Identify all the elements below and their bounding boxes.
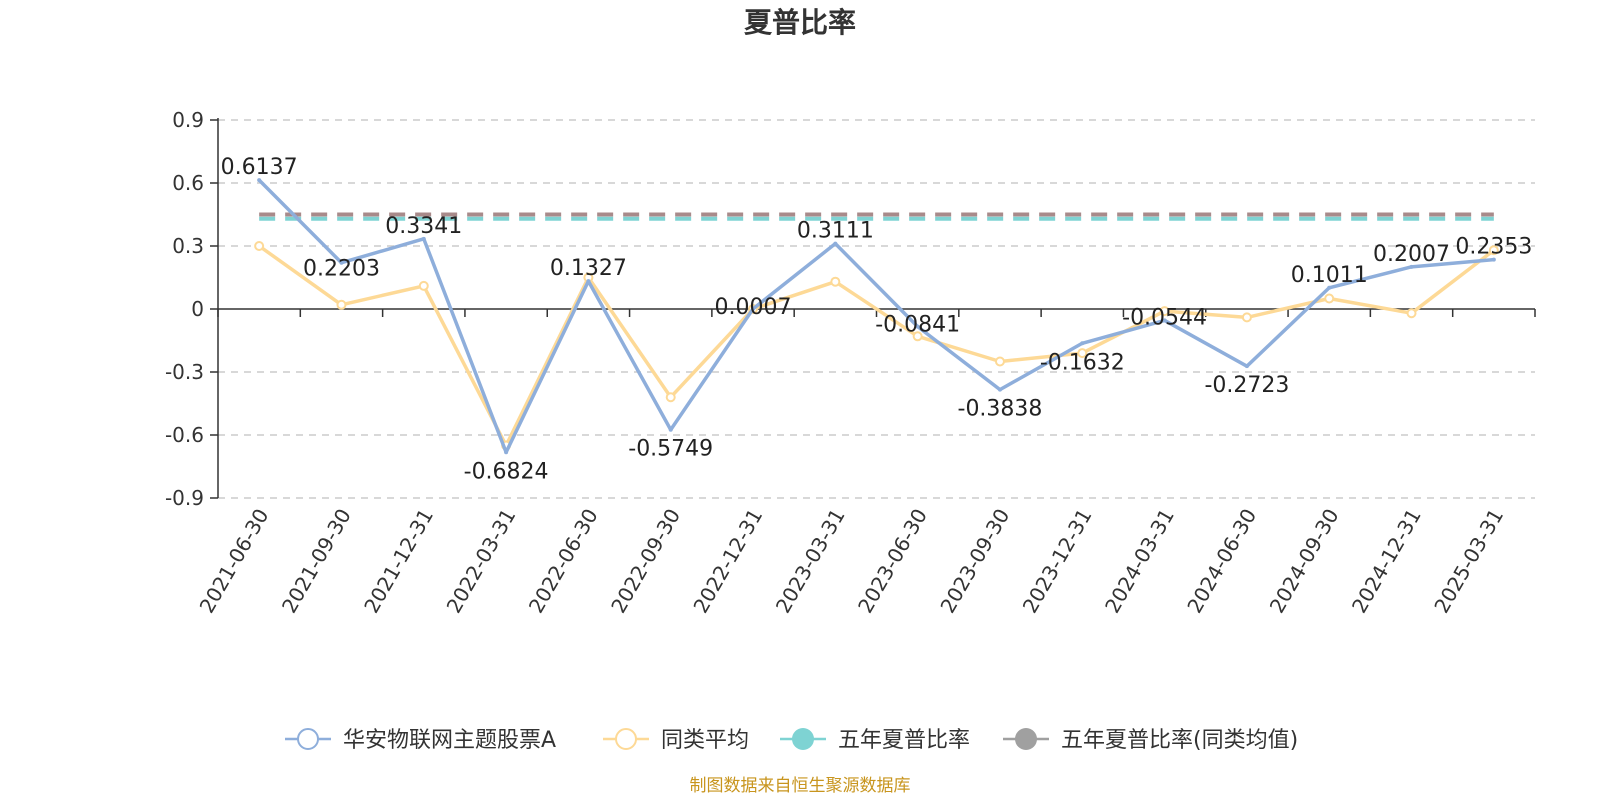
legend-label: 五年夏普比率 [838,728,970,753]
peer-average-point [336,299,347,310]
data-label: -0.1632 [1040,350,1125,375]
fund-point [257,178,262,183]
peer-average-point [1406,308,1417,319]
legend-item[interactable]: 华安物联网主题股票A [285,728,556,753]
y-tick-label: 0.6 [172,171,204,195]
x-tick-label: 2022-06-30 [524,505,603,618]
x-tick-label: 2023-06-30 [853,505,932,618]
legend-item[interactable]: 五年夏普比率(同类均值) [1003,728,1298,753]
data-label: 0.6137 [221,155,298,180]
data-label: -0.6824 [464,459,549,484]
x-tick-label: 2024-03-31 [1100,505,1179,618]
fund-point [1327,285,1332,290]
x-tick-label: 2025-03-31 [1429,505,1508,618]
peer-average-point [1324,293,1335,304]
peer-average-point [1488,245,1499,256]
source-note: 制图数据来自恒生聚源数据库 [690,776,911,796]
x-tick-label: 2021-06-30 [195,505,274,618]
x-tick-label: 2022-12-31 [688,505,767,618]
fund-point [915,324,920,329]
fund-point [997,387,1002,392]
fund-point [586,279,591,284]
x-tick-label: 2023-09-30 [935,505,1014,618]
fund-point [1080,341,1085,346]
fund-point [668,427,673,432]
legend-item[interactable]: 五年夏普比率 [780,728,970,753]
fund-point [421,236,426,241]
legend-label: 同类平均 [661,728,749,753]
peer-average-point [912,331,923,342]
peer-average-point [418,280,429,291]
data-label: 0.3341 [385,214,462,239]
y-tick-label: 0 [191,297,204,321]
y-tick-label: -0.3 [165,360,204,384]
legend-label: 华安物联网主题股票A [343,728,556,753]
peer-average-point [830,276,841,287]
x-tick-label: 2023-12-31 [1018,505,1097,618]
fund-point [339,260,344,265]
y-tick-label: 0.3 [172,234,204,258]
x-tick-label: 2024-12-31 [1347,505,1426,618]
fund-point [833,241,838,246]
x-tick-label: 2022-03-31 [442,505,521,618]
peer-average-point [665,392,676,403]
data-label: -0.0841 [875,313,960,338]
peer-average-point [1159,306,1170,317]
legend-marker [297,728,319,750]
fund-point [1491,257,1496,262]
x-tick-label: 2024-06-30 [1182,505,1261,618]
legend[interactable]: 华安物联网主题股票A 同类平均 五年夏普比率 五年夏普比率(同类均值) [285,728,1298,753]
fund-point [504,450,509,455]
legend-item[interactable]: 同类平均 [603,728,749,753]
chart-title: 夏普比率 [744,6,856,39]
legend-label: 五年夏普比率(同类均值) [1061,728,1298,753]
x-tick-label: 2021-12-31 [359,505,438,618]
grid [218,119,1535,499]
data-label: -0.5749 [628,437,713,462]
x-tick-label: 2022-09-30 [606,505,685,618]
data-label: -0.3838 [958,397,1043,422]
x-tick-label: 2024-09-30 [1265,505,1344,618]
series-line-peer-average [258,244,1495,448]
legend-marker [615,728,637,750]
y-tick-label: -0.6 [165,423,204,447]
peer-average-point [994,356,1005,367]
data-label: 0.2007 [1373,242,1450,267]
peer-average-point [254,241,265,251]
x-tick-label: 2023-03-31 [771,505,850,618]
peer-average-point [1241,312,1252,323]
data-label: 0.2203 [303,257,380,282]
fund-point [1162,318,1167,323]
series-layer [254,178,1499,455]
series-line-fund [257,178,1494,455]
legend-marker [1015,728,1037,750]
y-tick-label: 0.9 [172,108,204,132]
fund-point [1244,364,1249,369]
fund-point [751,306,756,311]
data-label: 0.0007 [715,295,792,320]
data-label: 0.3111 [797,219,874,244]
data-label: -0.0544 [1122,305,1207,330]
data-label: 0.1327 [550,256,627,281]
fund-point [1409,264,1414,269]
data-label: -0.2723 [1204,373,1289,398]
y-tick-label: -0.9 [165,486,204,510]
peer-average-point [1077,348,1088,359]
data-label: 0.1011 [1291,263,1368,288]
data-label: 0.2353 [1455,235,1532,260]
legend-marker [792,728,814,750]
x-tick-label: 2021-09-30 [277,505,356,618]
